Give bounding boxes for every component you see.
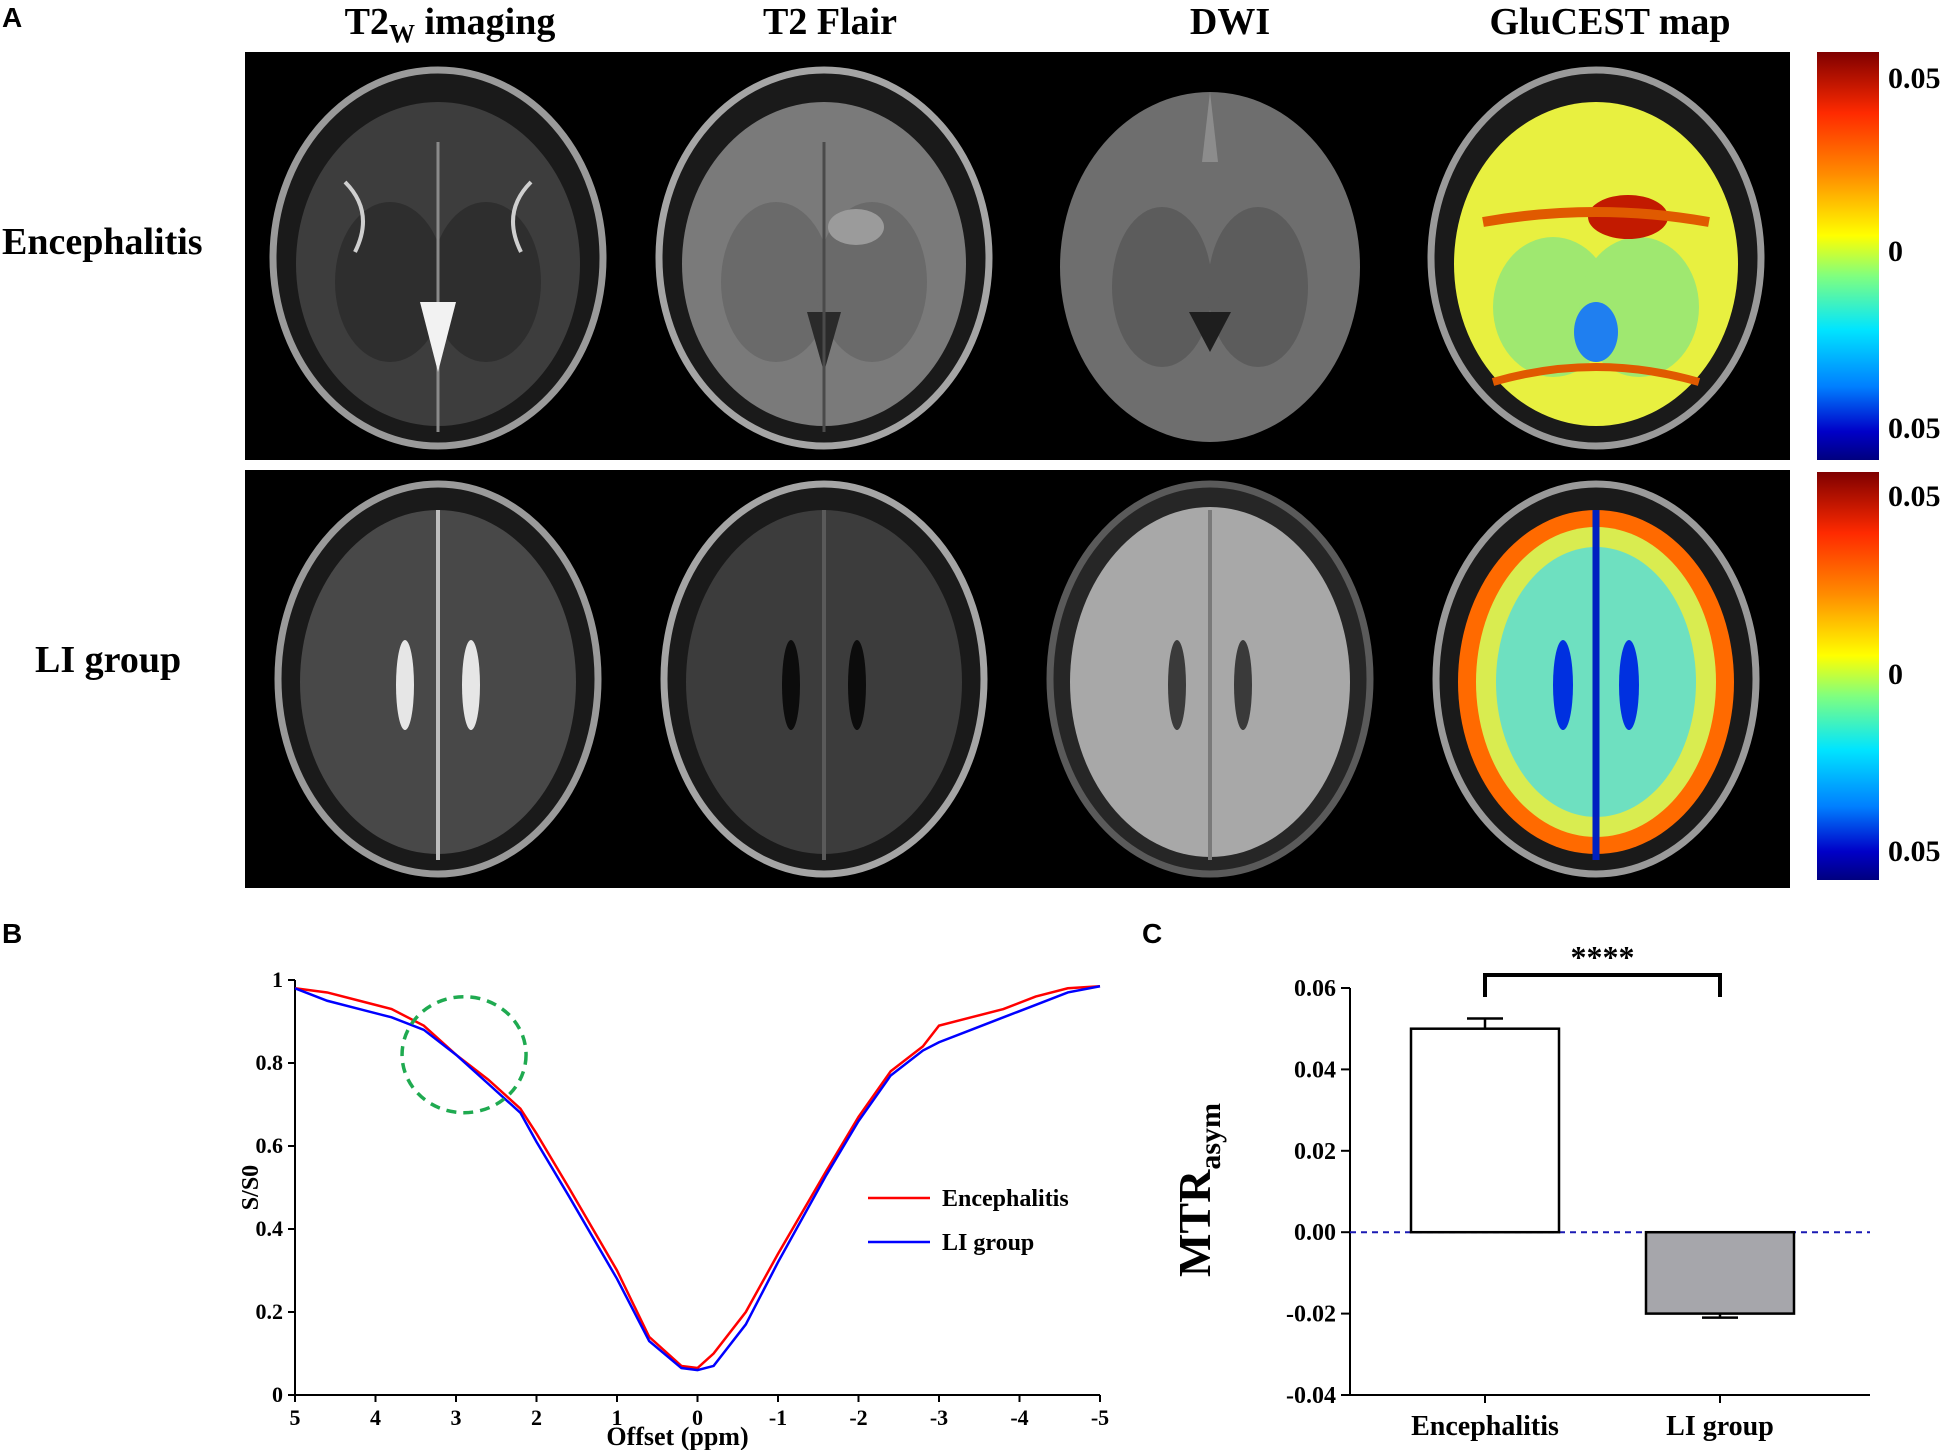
column-title-t2w: T2W imaging [344,1,556,49]
colorbar-li-group-max-label: 0.05 [1888,480,1941,513]
significance-bracket [1483,973,1722,997]
mri-image-t2w-encephalitis [245,52,631,460]
x-tick-label: -5 [1091,1405,1109,1430]
series-line-encephalitis [294,984,1101,1370]
colorbar-encephalitis [1817,52,1879,460]
y-tick-label: 1 [272,967,283,992]
x-tick-label-li-group: LI group [1666,1411,1774,1442]
significance-label: **** [1571,939,1635,975]
x-tick-label: -1 [769,1405,787,1430]
y-tick-label: 0.04 [1294,1057,1336,1083]
row-label-encephalitis: Encephalitis [2,221,203,263]
bar-encephalitis [1409,1027,1561,1234]
y-tick-label: -0.04 [1286,1383,1336,1409]
y-tick-label: 0.4 [256,1216,284,1241]
legend-label: Encephalitis [942,1186,1069,1212]
x-axis-title: Offset (ppm) [606,1422,748,1450]
bar-chart-mtr-asym: -0.04 -0.02 0.00 0.02 0.04 0.06 Encephalitis LI… [1170,939,1870,1442]
x-tick-label: -2 [849,1405,867,1430]
x-tick-label: 4 [370,1405,381,1430]
scan-row-li-group [245,470,1790,888]
row-label-li-group: LI group [35,639,182,681]
x-tick-label: 1 [612,1405,623,1430]
mri-image-dwi-encephalitis [1017,52,1403,460]
x-tick-label: 0 [692,1405,703,1430]
y-tick-label: 0.02 [1294,1139,1336,1165]
mri-image-t2-flair-li-group [631,470,1017,888]
annotation-circle [400,994,528,1115]
x-tick-label-encephalitis: Encephalitis [1411,1411,1559,1442]
x-tick-label: 3 [451,1405,462,1430]
y-axis-title-main: MTR [1170,1169,1220,1277]
column-title-dwi: DWI [1189,1,1271,43]
mri-image-dwi-li-group [1017,470,1403,888]
x-tick-label: 5 [290,1405,301,1430]
y-axis-title: S/S0 [238,1165,264,1210]
scan-row-encephalitis [245,52,1790,460]
y-tick-label: 0.8 [256,1050,284,1075]
y-axis-title-subscript: asym [1194,1103,1227,1170]
y-tick-label: -0.02 [1286,1302,1336,1328]
x-tick-label: -4 [1010,1405,1028,1430]
colorbar-li-group [1817,472,1879,880]
panel-label-a: A [2,2,23,33]
column-title-glucest-map: GluCEST map [1489,1,1731,43]
legend-label: LI group [942,1230,1034,1256]
panel-label-b: B [2,918,23,949]
colorbar-encephalitis-min-label: 0.05 [1888,412,1941,445]
y-tick-label: 0.06 [1294,976,1336,1002]
glucest-map-encephalitis [1403,52,1789,460]
series-line-li-group [294,984,1101,1372]
y-axis-title: MTRasym [1170,1103,1227,1277]
x-tick-label: -3 [930,1405,948,1430]
y-tick-label: 0.00 [1294,1220,1336,1246]
x-tick-label: 2 [531,1405,542,1430]
y-tick-label: 0 [272,1382,283,1407]
colorbar-encephalitis-max-label: 0.05 [1888,62,1941,95]
y-tick-label: 0.6 [256,1133,284,1158]
column-title-t2-flair: T2 Flair [762,1,898,43]
y-tick-label: 0.2 [256,1299,284,1324]
colorbar-li-group-zero-label: 0 [1888,658,1903,691]
colorbar-encephalitis-zero-label: 0 [1888,235,1903,268]
colorbar-li-group-min-label: 0.05 [1888,835,1941,868]
glucest-map-li-group [1403,470,1789,888]
mri-image-t2w-li-group [245,470,631,888]
bar-li-group [1644,1230,1796,1315]
mri-image-t2-flair-encephalitis [631,52,1017,460]
panel-label-c: C [1142,918,1163,949]
